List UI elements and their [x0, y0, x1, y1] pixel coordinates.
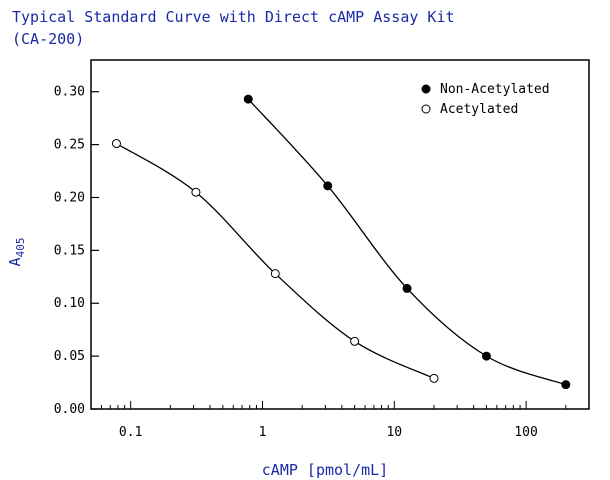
curves: [116, 98, 567, 386]
y-axis-label: A405: [6, 238, 27, 267]
legend-marker-acetylated: [421, 104, 431, 114]
series-line-non-acetylated: [247, 98, 567, 386]
x-axis: 0.1 1 10 100: [90, 401, 590, 440]
data-point-non-acetylated: [481, 351, 491, 361]
data-point-acetylated: [429, 373, 439, 383]
chart-title-line1: Typical Standard Curve with Direct cAMP …: [12, 8, 455, 26]
x-tick-label: 0.1: [119, 425, 142, 440]
data-point-acetylated: [270, 269, 280, 279]
x-tick-label: 10: [386, 425, 402, 440]
markers: [111, 94, 571, 390]
data-point-acetylated: [111, 139, 121, 149]
y-tick-label: 0.20: [54, 190, 85, 205]
data-point-non-acetylated: [402, 283, 412, 293]
chart-subtitle: (CA-200): [12, 30, 85, 48]
y-axis: 0.00 0.05 0.10 0.15 0.20 0.25 0.30: [54, 85, 99, 417]
data-point-acetylated: [191, 187, 201, 197]
legend-label-non-acetylated: Non-Acetylated: [440, 82, 550, 97]
data-point-acetylated: [350, 336, 360, 346]
data-point-non-acetylated: [243, 94, 253, 104]
legend-marker-non-acetylated: [421, 84, 431, 94]
y-axis-label-main: A: [6, 257, 24, 266]
y-tick-label: 0.10: [54, 296, 85, 311]
data-point-non-acetylated: [561, 380, 571, 390]
x-axis-label: cAMP [pmol/mL]: [262, 461, 388, 479]
y-tick-label: 0.05: [54, 349, 85, 364]
y-tick-label: 0.30: [54, 85, 85, 100]
y-axis-label-subscript: 405: [14, 238, 27, 258]
y-tick-label: 0.00: [54, 402, 85, 417]
x-tick-label: 1: [259, 425, 267, 440]
plot-frame: [90, 59, 590, 410]
y-tick-label: 0.15: [54, 243, 85, 258]
x-tick-label: 100: [514, 425, 537, 440]
y-tick-label: 0.25: [54, 138, 85, 153]
legend-label-acetylated: Acetylated: [440, 102, 518, 117]
data-point-non-acetylated: [323, 181, 333, 191]
legend: Non-Acetylated Acetylated: [421, 82, 550, 117]
series-line-acetylated: [116, 142, 435, 379]
chart-title: Typical Standard Curve with Direct cAMP …: [12, 6, 455, 50]
